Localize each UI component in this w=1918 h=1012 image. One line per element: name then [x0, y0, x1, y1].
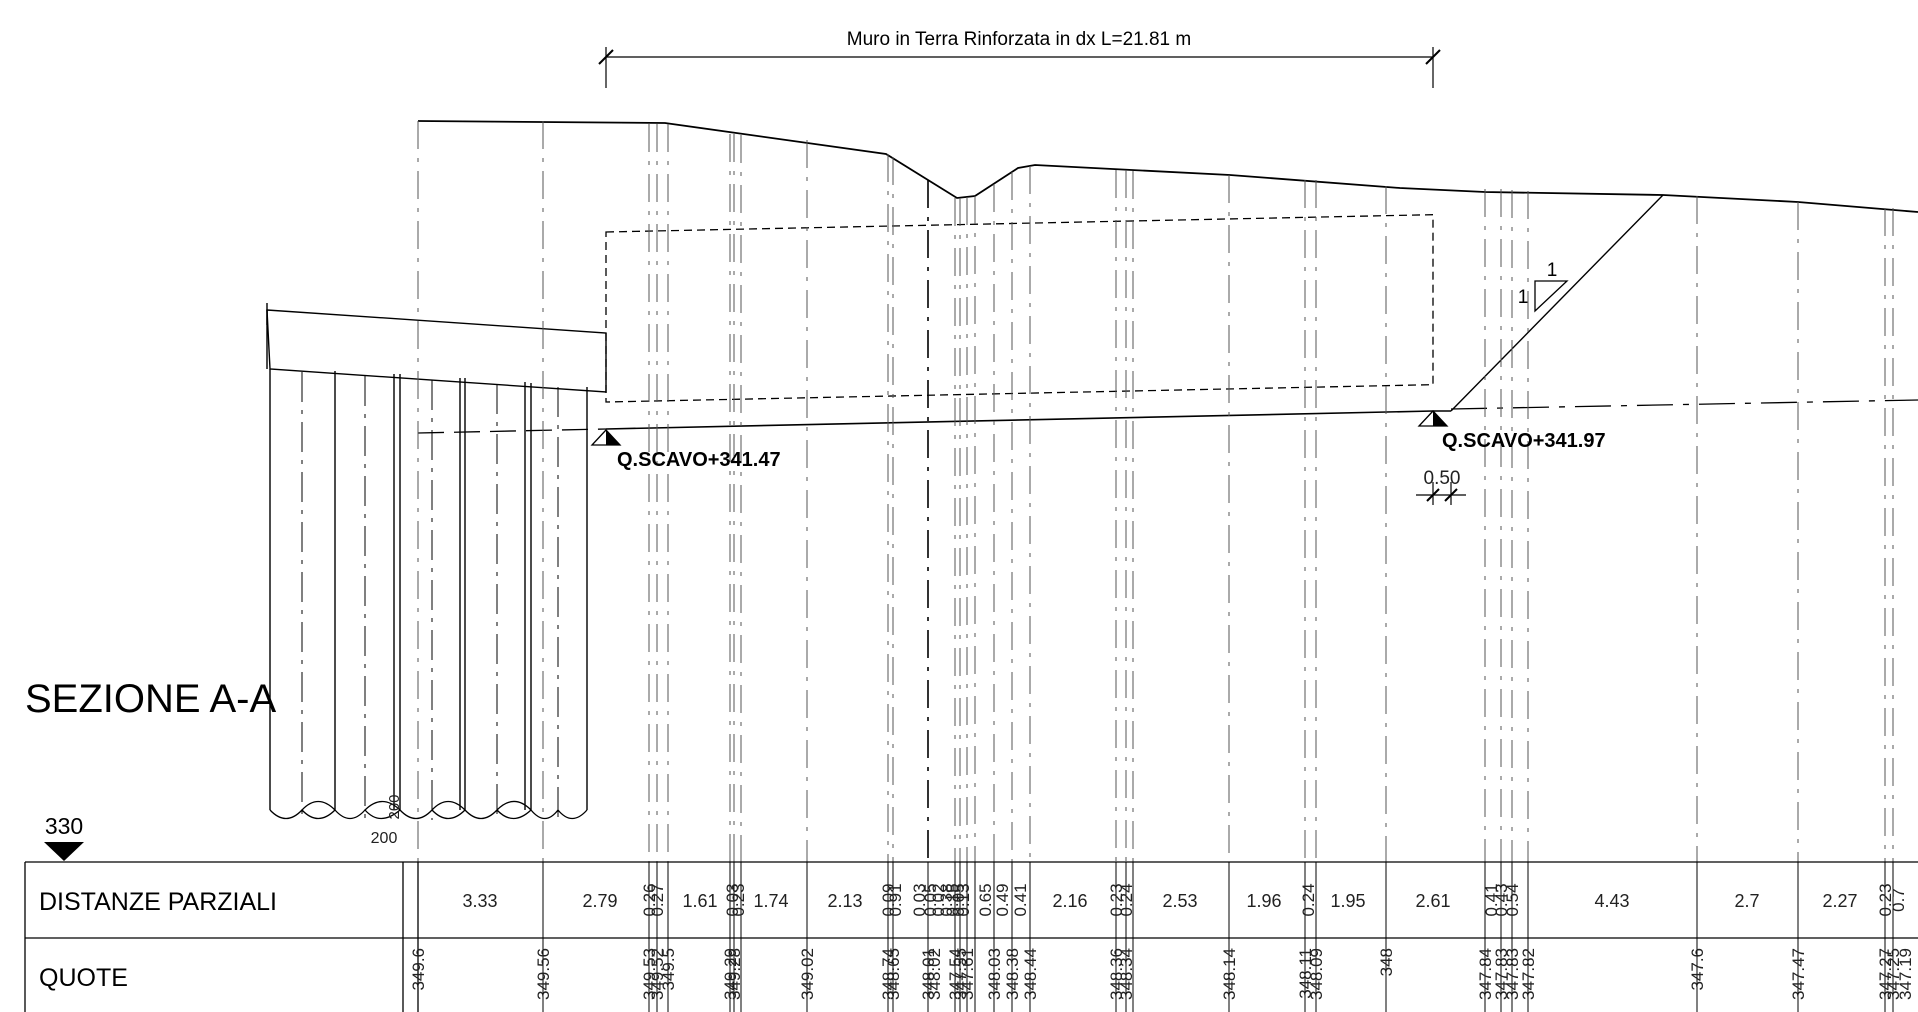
elevation-value: 349.53 [640, 948, 659, 1000]
elevation-value: 349.56 [534, 948, 553, 1000]
section-title: SEZIONE A-A [25, 677, 276, 721]
svg-text:Q.SCAVO+341.47: Q.SCAVO+341.47 [617, 449, 781, 471]
elevation-value: 349.02 [798, 948, 817, 1000]
elevation-value: 347.19 [1896, 948, 1915, 1000]
partial-distance-value: 0.38 [937, 883, 956, 916]
partial-distance-value: 0.13 [954, 883, 973, 916]
elevation-value: 348.44 [1021, 948, 1040, 1000]
excavation-marker-right: Q.SCAVO+341.97 [1417, 410, 1606, 452]
station-ticks [417, 862, 1894, 1012]
excavation-base-line [605, 410, 1434, 430]
partial-distance-value: 0.54 [1503, 883, 1522, 916]
elevation-value: 348.02 [925, 948, 944, 1000]
partial-distance-value: 0.03 [723, 883, 742, 916]
elevation-value: 348 [1377, 948, 1396, 976]
elevation-value: 349.52 [648, 948, 667, 1000]
elevation-value: 348.38 [1003, 948, 1022, 1000]
elevation-value: 348.74 [879, 948, 898, 1000]
partial-distance-value: 0.23 [1876, 883, 1895, 916]
partial-distance-value: 0.26 [640, 883, 659, 916]
partial-distance-value: 2.61 [1415, 891, 1450, 911]
partial-distance-value: 1.96 [1246, 891, 1281, 911]
partial-distance-value: 2.13 [827, 891, 862, 911]
datum-marker: 330 [44, 813, 84, 861]
partial-distance-value: 2.7 [1734, 891, 1759, 911]
partial-distance-value: 0.43 [1492, 883, 1511, 916]
elevation-value: 347.25 [1884, 948, 1903, 1000]
elevation-value: 347.83 [1503, 948, 1522, 1000]
partial-distance-value: 0.27 [648, 883, 667, 916]
offset-dimension: 0.50 [1416, 468, 1466, 505]
elevation-value: 348.36 [1107, 948, 1126, 1000]
elevation-value: 348.14 [1220, 948, 1239, 1000]
distances-row-label: DISTANZE PARZIALI [39, 888, 277, 916]
elevation-value: 347.82 [1519, 948, 1538, 1000]
elevation-value: 348.01 [919, 948, 938, 1000]
partial-distance-value: 2.27 [1822, 891, 1857, 911]
wall-length-label: Muro in Terra Rinforzata in dx L=21.81 m [847, 29, 1191, 50]
partial-distance-value: 1.61 [682, 891, 717, 911]
partial-distance-value: 0.49 [993, 883, 1012, 916]
partial-distance-values: 3.33 2.79 0.260.27 1.61 0.030.23 1.74 2.13 0.09… [462, 883, 1908, 916]
partial-distance-value: 0.15 [943, 883, 962, 916]
partial-distance-value: 0.03 [910, 883, 929, 916]
svg-text:330: 330 [45, 813, 83, 839]
ground-profile-line [417, 120, 1918, 213]
elevation-value: 349.29 [721, 948, 740, 1000]
elevation-value: 347.47 [1789, 948, 1808, 1000]
partial-distance-value: 0.65 [976, 883, 995, 916]
partial-distance-value: 4.43 [1594, 891, 1629, 911]
partial-distance-value: 0.05 [921, 883, 940, 916]
partial-distance-value: 0.09 [879, 883, 898, 916]
partial-distance-value: 0.24 [1117, 883, 1136, 916]
elevation-value: 348.34 [1117, 948, 1136, 1000]
svg-text:Q.SCAVO+341.97: Q.SCAVO+341.97 [1442, 430, 1606, 452]
partial-distance-value: 1.74 [753, 891, 788, 911]
elevation-value: 347.84 [1476, 948, 1495, 1000]
partial-distance-value: 0.91 [886, 883, 905, 916]
elevation-value: 347.54 [946, 948, 965, 1000]
wall-length-dimension: Muro in Terra Rinforzata in dx L=21.81 m [598, 29, 1441, 88]
reinforced-earth-wall-outline [605, 214, 1434, 403]
elevations-row-label: QUOTE [39, 964, 128, 992]
svg-text:0.50: 0.50 [1424, 468, 1461, 489]
excavation-slope [1450, 194, 1664, 412]
partial-distance-value: 0.41 [1482, 883, 1501, 916]
elevation-value: 347.55 [951, 948, 970, 1000]
elevation-value: 349.5 [659, 948, 678, 991]
elevation-value: 349.28 [725, 948, 744, 1000]
svg-text:200: 200 [371, 830, 398, 847]
slope-ratio-symbol: 1 1 [1518, 260, 1569, 313]
partial-distance-value: 3.33 [462, 891, 497, 911]
partial-distance-value: 2.53 [1162, 891, 1197, 911]
excavation-marker-left: Q.SCAVO+341.47 [590, 429, 781, 471]
elevation-value: 349.6 [409, 948, 428, 991]
partial-distance-value: 0.02 [929, 883, 948, 916]
elevation-value: 348.03 [985, 948, 1004, 1000]
partial-distance-value: 0.24 [1299, 883, 1318, 916]
partial-distance-value: 0.23 [1107, 883, 1126, 916]
svg-text:200: 200 [386, 794, 403, 819]
elevation-value: 348.09 [1307, 948, 1326, 1000]
partial-distance-value: 0.41 [1011, 883, 1030, 916]
elevation-value: 347.27 [1876, 948, 1895, 1000]
partial-distance-value: 2.79 [582, 891, 617, 911]
svg-text:1: 1 [1547, 260, 1558, 281]
partial-distance-value: 0.05 [949, 883, 968, 916]
elevation-value: 347.83 [1492, 948, 1511, 1000]
profile-table: DISTANZE PARZIALI QUOTE 3.33 2.79 0.260.27… [24, 861, 1918, 1012]
elevation-value: 347.6 [1688, 948, 1707, 991]
station-lines [417, 121, 1894, 862]
svg-text:1: 1 [1518, 287, 1529, 308]
partial-distance-value: 0.23 [729, 883, 748, 916]
pile-wall: 200 200 [266, 303, 607, 847]
partial-distance-value: 2.16 [1052, 891, 1087, 911]
elevation-value: 348.11 [1296, 948, 1315, 999]
partial-distance-value: 0.7 [1889, 888, 1908, 912]
elevation-value: 347.61 [958, 948, 977, 1000]
partial-distance-value: 1.95 [1330, 891, 1365, 911]
elevation-value: 348.65 [884, 948, 903, 1000]
